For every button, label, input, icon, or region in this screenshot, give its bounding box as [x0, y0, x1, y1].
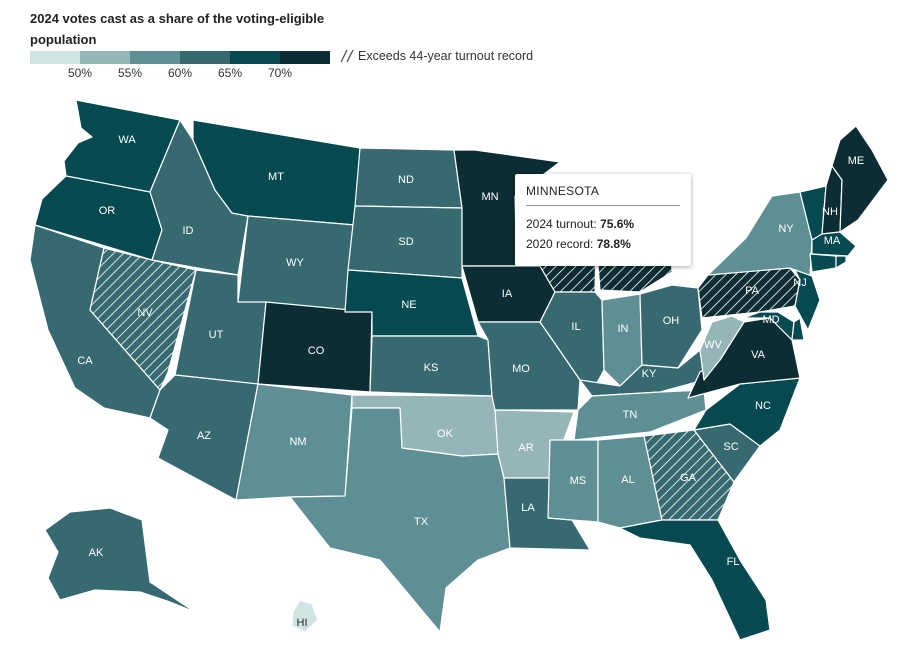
legend-swatch [30, 51, 80, 64]
state-label: CO [308, 345, 325, 357]
state-label: KS [424, 362, 439, 374]
state-label: ID [183, 225, 194, 237]
state-label: IL [571, 321, 580, 333]
state-label: AL [621, 474, 634, 486]
state-label: LA [521, 502, 535, 514]
state-label: NM [289, 436, 306, 448]
state-label: WA [118, 134, 136, 146]
state-TN[interactable] [573, 389, 707, 441]
state-label: OK [437, 428, 454, 440]
state-label: GA [680, 472, 697, 484]
state-label: MA [824, 235, 841, 247]
tooltip-record-row: 2020 record: 78.8% [526, 234, 680, 254]
state-DE[interactable] [791, 317, 805, 341]
state-label: MD [762, 314, 779, 326]
state-label: MS [570, 475, 587, 487]
state-label: AK [89, 547, 104, 559]
state-TX[interactable] [289, 407, 511, 633]
state-label: NE [401, 299, 416, 311]
legend-swatch [80, 51, 130, 64]
state-label: ME [848, 155, 865, 167]
state-label: NH [822, 206, 838, 218]
color-legend: 50% 55% 60% 65% 70% [30, 51, 330, 80]
legend-swatch [180, 51, 230, 64]
state-label: AZ [197, 430, 211, 442]
legend-tick: 55% [117, 66, 143, 80]
state-NJ[interactable] [794, 269, 821, 331]
state-label: CA [77, 355, 93, 367]
legend-bar [30, 51, 330, 64]
state-label: WV [704, 339, 722, 351]
tooltip-turnout-value: 75.6% [600, 217, 635, 231]
state-label: SD [398, 236, 413, 248]
hatch-legend: Exceeds 44-year turnout record [340, 49, 533, 63]
state-FL[interactable] [619, 519, 771, 641]
state-label: IN [618, 323, 629, 335]
state-label: NJ [793, 277, 806, 289]
state-tooltip: MINNESOTA 2024 turnout: 75.6% 2020 recor… [515, 174, 691, 266]
legend-tick: 70% [267, 66, 293, 80]
state-label: IA [502, 288, 513, 300]
state-label: MN [481, 191, 498, 203]
state-MS[interactable] [547, 439, 599, 523]
state-label: WY [286, 257, 304, 269]
map-title: 2024 votes cast as a share of the voting… [30, 11, 325, 47]
state-label: PA [745, 285, 760, 297]
legend-tick: 65% [217, 66, 243, 80]
state-label: FL [727, 556, 740, 568]
state-label: OR [99, 205, 116, 217]
state-label: ND [398, 174, 414, 186]
state-label: NY [778, 223, 794, 235]
state-label: NC [755, 400, 771, 412]
state-label: KY [642, 368, 657, 380]
state-label: VA [751, 349, 766, 361]
state-label: MT [268, 171, 284, 183]
hatch-swatch-icon [340, 49, 354, 63]
state-ME[interactable] [831, 125, 889, 233]
legend-tick: 50% [67, 66, 93, 80]
state-label: UT [209, 329, 224, 341]
legend-swatch [230, 51, 280, 64]
legend-swatch [130, 51, 180, 64]
tooltip-turnout-row: 2024 turnout: 75.6% [526, 214, 680, 234]
state-CT[interactable] [809, 253, 837, 273]
state-AK[interactable] [44, 507, 196, 613]
state-WV[interactable] [699, 315, 745, 381]
state-RI[interactable] [835, 255, 847, 269]
state-label: SC [723, 441, 738, 453]
state-label: MO [512, 363, 530, 375]
state-label: TN [623, 409, 638, 421]
tooltip-record-value: 78.8% [596, 237, 631, 251]
legend-swatch [280, 51, 330, 64]
hatch-legend-label: Exceeds 44-year turnout record [358, 49, 534, 63]
state-NY[interactable] [707, 191, 813, 277]
tooltip-state-name: MINNESOTA [526, 184, 680, 206]
legend-tick: 60% [167, 66, 193, 80]
tooltip-record-label: 2020 record: [526, 237, 594, 251]
state-HI[interactable] [291, 599, 319, 633]
state-label: HI [297, 617, 308, 629]
tooltip-turnout-label: 2024 turnout: [526, 217, 597, 231]
state-label: AR [518, 442, 533, 454]
state-label: NV [137, 307, 153, 319]
legend-ticks: 50% 55% 60% 65% 70% [30, 64, 330, 80]
state-label: TX [414, 516, 429, 528]
state-label: OH [663, 315, 680, 327]
